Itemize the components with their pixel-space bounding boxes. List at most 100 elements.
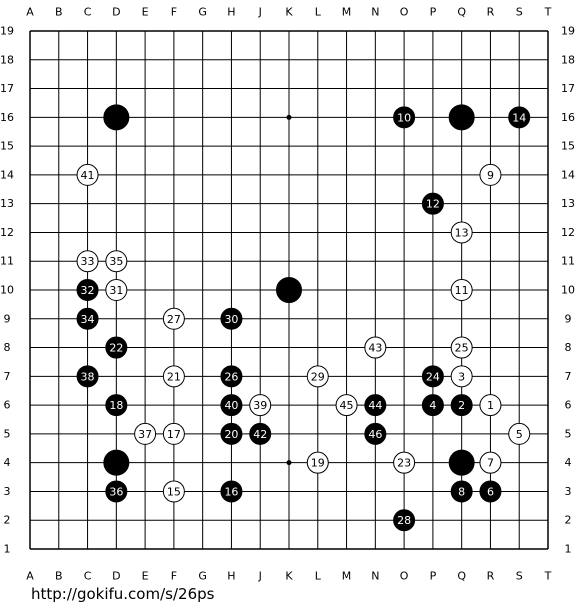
black-stone: [448, 449, 475, 476]
footer-url: http://gokifu.com/s/26ps: [31, 585, 215, 603]
row-label: 7: [4, 370, 11, 383]
column-label: R: [487, 6, 495, 19]
white-stone: [479, 394, 502, 417]
black-stone: [220, 365, 243, 388]
black-stone: [508, 106, 531, 129]
row-label: 11: [561, 255, 575, 268]
white-stone: [393, 451, 416, 474]
white-stone: [162, 422, 185, 445]
black-stone: [103, 449, 130, 476]
black-stone: [393, 106, 416, 129]
star-point: [286, 460, 292, 466]
black-stone: [421, 394, 444, 417]
column-label: L: [315, 6, 322, 19]
row-label: 14: [0, 168, 14, 181]
white-stone: [249, 394, 272, 417]
white-stone: [105, 250, 128, 273]
move-number: 17: [167, 428, 181, 441]
column-label: T: [544, 6, 552, 19]
row-label: 12: [0, 226, 14, 239]
black-stone: [249, 422, 272, 445]
column-label: M: [342, 570, 352, 583]
column-label: H: [227, 6, 235, 19]
black-stone: [220, 394, 243, 417]
column-label: E: [142, 6, 149, 19]
black-stone: [364, 394, 387, 417]
move-number: 10: [397, 111, 411, 124]
black-stone: [220, 422, 243, 445]
move-number: 27: [167, 313, 181, 326]
column-label: G: [198, 6, 207, 19]
row-label: 16: [561, 111, 575, 124]
move-number: 43: [368, 342, 382, 355]
column-label: N: [371, 6, 379, 19]
move-number: 5: [516, 428, 523, 441]
row-label: 18: [0, 53, 14, 66]
row-label: 13: [0, 197, 14, 210]
black-stone: [421, 365, 444, 388]
column-label: D: [112, 570, 120, 583]
move-number: 45: [340, 399, 354, 412]
column-label: F: [171, 570, 177, 583]
move-number: 9: [487, 169, 494, 182]
white-stone: [76, 163, 99, 186]
move-number: 35: [109, 255, 123, 268]
row-label: 4: [565, 456, 572, 469]
row-label: 3: [4, 485, 11, 498]
row-label: 6: [565, 399, 572, 412]
black-stone: [105, 394, 128, 417]
row-label: 17: [0, 82, 14, 95]
move-number: 23: [397, 457, 411, 470]
column-label: P: [430, 570, 437, 583]
white-stone: [134, 422, 157, 445]
row-label: 9: [4, 312, 11, 325]
white-stone: [162, 480, 185, 503]
black-stone: [103, 104, 130, 131]
row-label: 5: [565, 427, 572, 440]
row-label: 2: [565, 514, 572, 527]
row-label: 15: [561, 140, 575, 153]
row-label: 2: [4, 514, 11, 527]
row-label: 14: [561, 168, 575, 181]
move-number: 29: [311, 370, 325, 383]
column-label: S: [516, 570, 523, 583]
move-number: 31: [109, 284, 123, 297]
move-number: 26: [224, 370, 238, 383]
move-number: 33: [81, 255, 95, 268]
move-number: 46: [368, 428, 382, 441]
move-number: 32: [81, 284, 95, 297]
move-number: 14: [512, 111, 526, 124]
row-label: 8: [565, 341, 572, 354]
move-number: 36: [109, 485, 123, 498]
black-stone: [276, 277, 302, 303]
row-label: 17: [561, 82, 575, 95]
column-label: F: [171, 6, 177, 19]
move-number: 4: [429, 399, 436, 412]
column-label: L: [315, 570, 322, 583]
white-stone: [479, 451, 502, 474]
row-label: 15: [0, 140, 14, 153]
move-number: 20: [224, 428, 238, 441]
column-label: N: [371, 570, 379, 583]
column-label: E: [142, 570, 149, 583]
column-label: A: [26, 570, 34, 583]
row-label: 13: [561, 197, 575, 210]
column-label: J: [258, 570, 262, 583]
move-number: 6: [487, 485, 494, 498]
move-number: 19: [311, 457, 325, 470]
row-label: 1: [4, 543, 11, 556]
column-label: C: [84, 570, 92, 583]
row-label: 7: [565, 370, 572, 383]
move-number: 21: [167, 370, 181, 383]
white-stone: [479, 163, 502, 186]
column-label: K: [285, 570, 293, 583]
column-label: C: [84, 6, 92, 19]
black-stone: [421, 192, 444, 215]
white-stone: [450, 336, 473, 359]
column-label: B: [55, 6, 63, 19]
column-label: G: [198, 570, 207, 583]
white-stone: [162, 307, 185, 330]
move-number: 18: [109, 399, 123, 412]
row-label: 12: [561, 226, 575, 239]
